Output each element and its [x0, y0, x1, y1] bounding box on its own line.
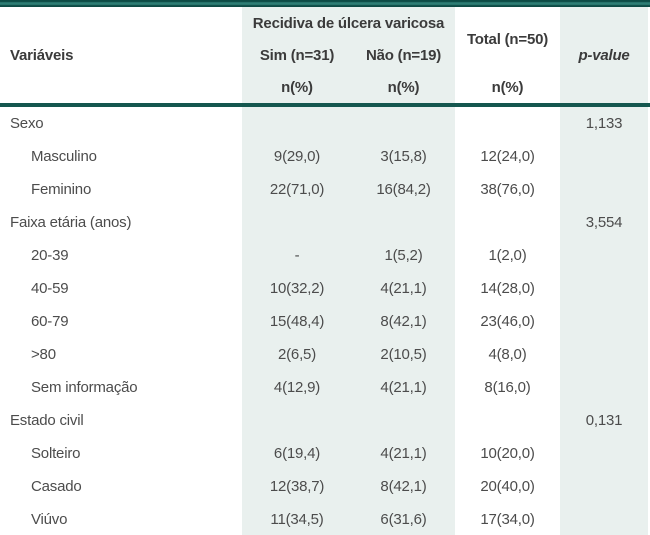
cell-pvalue: 0,131: [560, 404, 648, 437]
cell-sim: [242, 107, 352, 140]
cell-pvalue: [560, 371, 648, 404]
cell-pvalue: [560, 239, 648, 272]
cell-pvalue: 1,133: [560, 107, 648, 140]
cell-total: 23(46,0): [480, 313, 535, 330]
cell-nao: 16(84,2): [352, 173, 455, 206]
column-header-pvalue: p-value: [578, 46, 630, 64]
cell-nao: [352, 206, 455, 239]
cell-nao: [352, 107, 455, 140]
cell-total: 14(28,0): [480, 280, 535, 297]
table-row-solteiro: Solteiro 6(19,4) 4(21,1) 10(20,0): [0, 437, 650, 470]
cell-nao: 8(42,1): [352, 470, 455, 503]
cell-sim: 4(12,9): [242, 371, 352, 404]
table-row-casado: Casado 12(38,7) 8(42,1) 20(40,0): [0, 470, 650, 503]
cell-pvalue: [560, 437, 648, 470]
row-label: Sexo: [10, 115, 44, 132]
row-label: 60-79: [31, 313, 69, 330]
row-label: Viúvo: [31, 511, 68, 528]
table-row-estado-civil: Estado civil 0,131: [0, 404, 650, 437]
cell-total: 20(40,0): [480, 478, 535, 495]
cell-sim: 9(29,0): [242, 140, 352, 173]
header-group-shading: [242, 7, 455, 103]
cell-sim: 22(71,0): [242, 173, 352, 206]
cell-pvalue: [560, 173, 648, 206]
cell-nao: 4(21,1): [352, 437, 455, 470]
cell-pvalue: [560, 338, 648, 371]
column-group-header-recidiva: Recidiva de úlcera varicosa: [252, 14, 445, 32]
cell-nao: 4(21,1): [352, 371, 455, 404]
row-label: 20-39: [31, 247, 69, 264]
cell-nao: 3(15,8): [352, 140, 455, 173]
cell-nao: [352, 404, 455, 437]
table-row-feminino: Feminino 22(71,0) 16(84,2) 38(76,0): [0, 173, 650, 206]
table-row-faixa-etaria: Faixa etária (anos) 3,554: [0, 206, 650, 239]
cell-sim: 15(48,4): [242, 305, 352, 338]
cell-total: [455, 404, 560, 437]
table-row-viuvo: Viúvo 11(34,5) 6(31,6) 17(34,0): [0, 503, 650, 535]
table-body: Sexo 1,133 Masculino 9(29,0) 3(15,8) 12(…: [0, 107, 650, 535]
subheader-npct-total: n(%): [491, 78, 524, 96]
row-label: Estado civil: [10, 412, 84, 429]
column-header-total: Total (n=50): [466, 30, 549, 48]
column-header-nao: Não (n=19): [365, 46, 442, 64]
row-label: 40-59: [31, 280, 69, 297]
row-label: Masculino: [31, 148, 97, 165]
cell-pvalue: [560, 470, 648, 503]
cell-nao: 6(31,6): [352, 503, 455, 535]
cell-total: 1(2,0): [488, 247, 527, 264]
table-row-sexo: Sexo 1,133: [0, 107, 650, 140]
cell-total: 38(76,0): [480, 181, 535, 198]
table-row-over-80: >80 2(6,5) 2(10,5) 4(8,0): [0, 338, 650, 371]
row-label: Sem informação: [31, 379, 138, 396]
table-header: Variáveis Recidiva de úlcera varicosa Si…: [0, 7, 650, 103]
cell-total: 17(34,0): [480, 511, 535, 528]
column-header-variables: Variáveis: [10, 46, 74, 64]
cell-pvalue: 3,554: [560, 206, 648, 239]
cell-nao: 8(42,1): [352, 305, 455, 338]
table-row-20-39: 20-39 - 1(5,2) 1(2,0): [0, 239, 650, 272]
row-label: Feminino: [31, 181, 92, 198]
cell-pvalue: [560, 305, 648, 338]
cell-sim: -: [242, 239, 352, 272]
row-label: Solteiro: [31, 445, 81, 462]
cell-total: 12(24,0): [480, 148, 535, 165]
cell-total: [455, 107, 560, 140]
table-row-60-79: 60-79 15(48,4) 8(42,1) 23(46,0): [0, 305, 650, 338]
header-pvalue-shading: [560, 7, 648, 103]
cell-sim: 11(34,5): [242, 503, 352, 535]
cell-pvalue: [560, 503, 648, 535]
cell-sim: 12(38,7): [242, 470, 352, 503]
cell-nao: 4(21,1): [352, 272, 455, 305]
cell-sim: 2(6,5): [242, 338, 352, 371]
table-top-rule: [0, 0, 650, 7]
row-label: Casado: [31, 478, 82, 495]
cell-nao: 2(10,5): [352, 338, 455, 371]
table-row-sem-informacao: Sem informação 4(12,9) 4(21,1) 8(16,0): [0, 371, 650, 404]
column-header-sim: Sim (n=31): [259, 46, 335, 64]
cell-total: [455, 206, 560, 239]
table-row-40-59: 40-59 10(32,2) 4(21,1) 14(28,0): [0, 272, 650, 305]
cell-sim: [242, 206, 352, 239]
cell-total: 10(20,0): [480, 445, 535, 462]
row-label: >80: [31, 346, 56, 363]
cell-total: 8(16,0): [484, 379, 531, 396]
subheader-npct-sim: n(%): [281, 78, 313, 96]
row-label: Faixa etária (anos): [10, 214, 132, 231]
cell-sim: [242, 404, 352, 437]
table-header-rule: [0, 103, 650, 107]
cell-sim: 10(32,2): [242, 272, 352, 305]
subheader-npct-nao: n(%): [387, 78, 420, 96]
table-row-masculino: Masculino 9(29,0) 3(15,8) 12(24,0): [0, 140, 650, 173]
cell-nao: 1(5,2): [352, 239, 455, 272]
cell-pvalue: [560, 140, 648, 173]
cell-sim: 6(19,4): [242, 437, 352, 470]
cell-total: 4(8,0): [488, 346, 527, 363]
cell-pvalue: [560, 272, 648, 305]
